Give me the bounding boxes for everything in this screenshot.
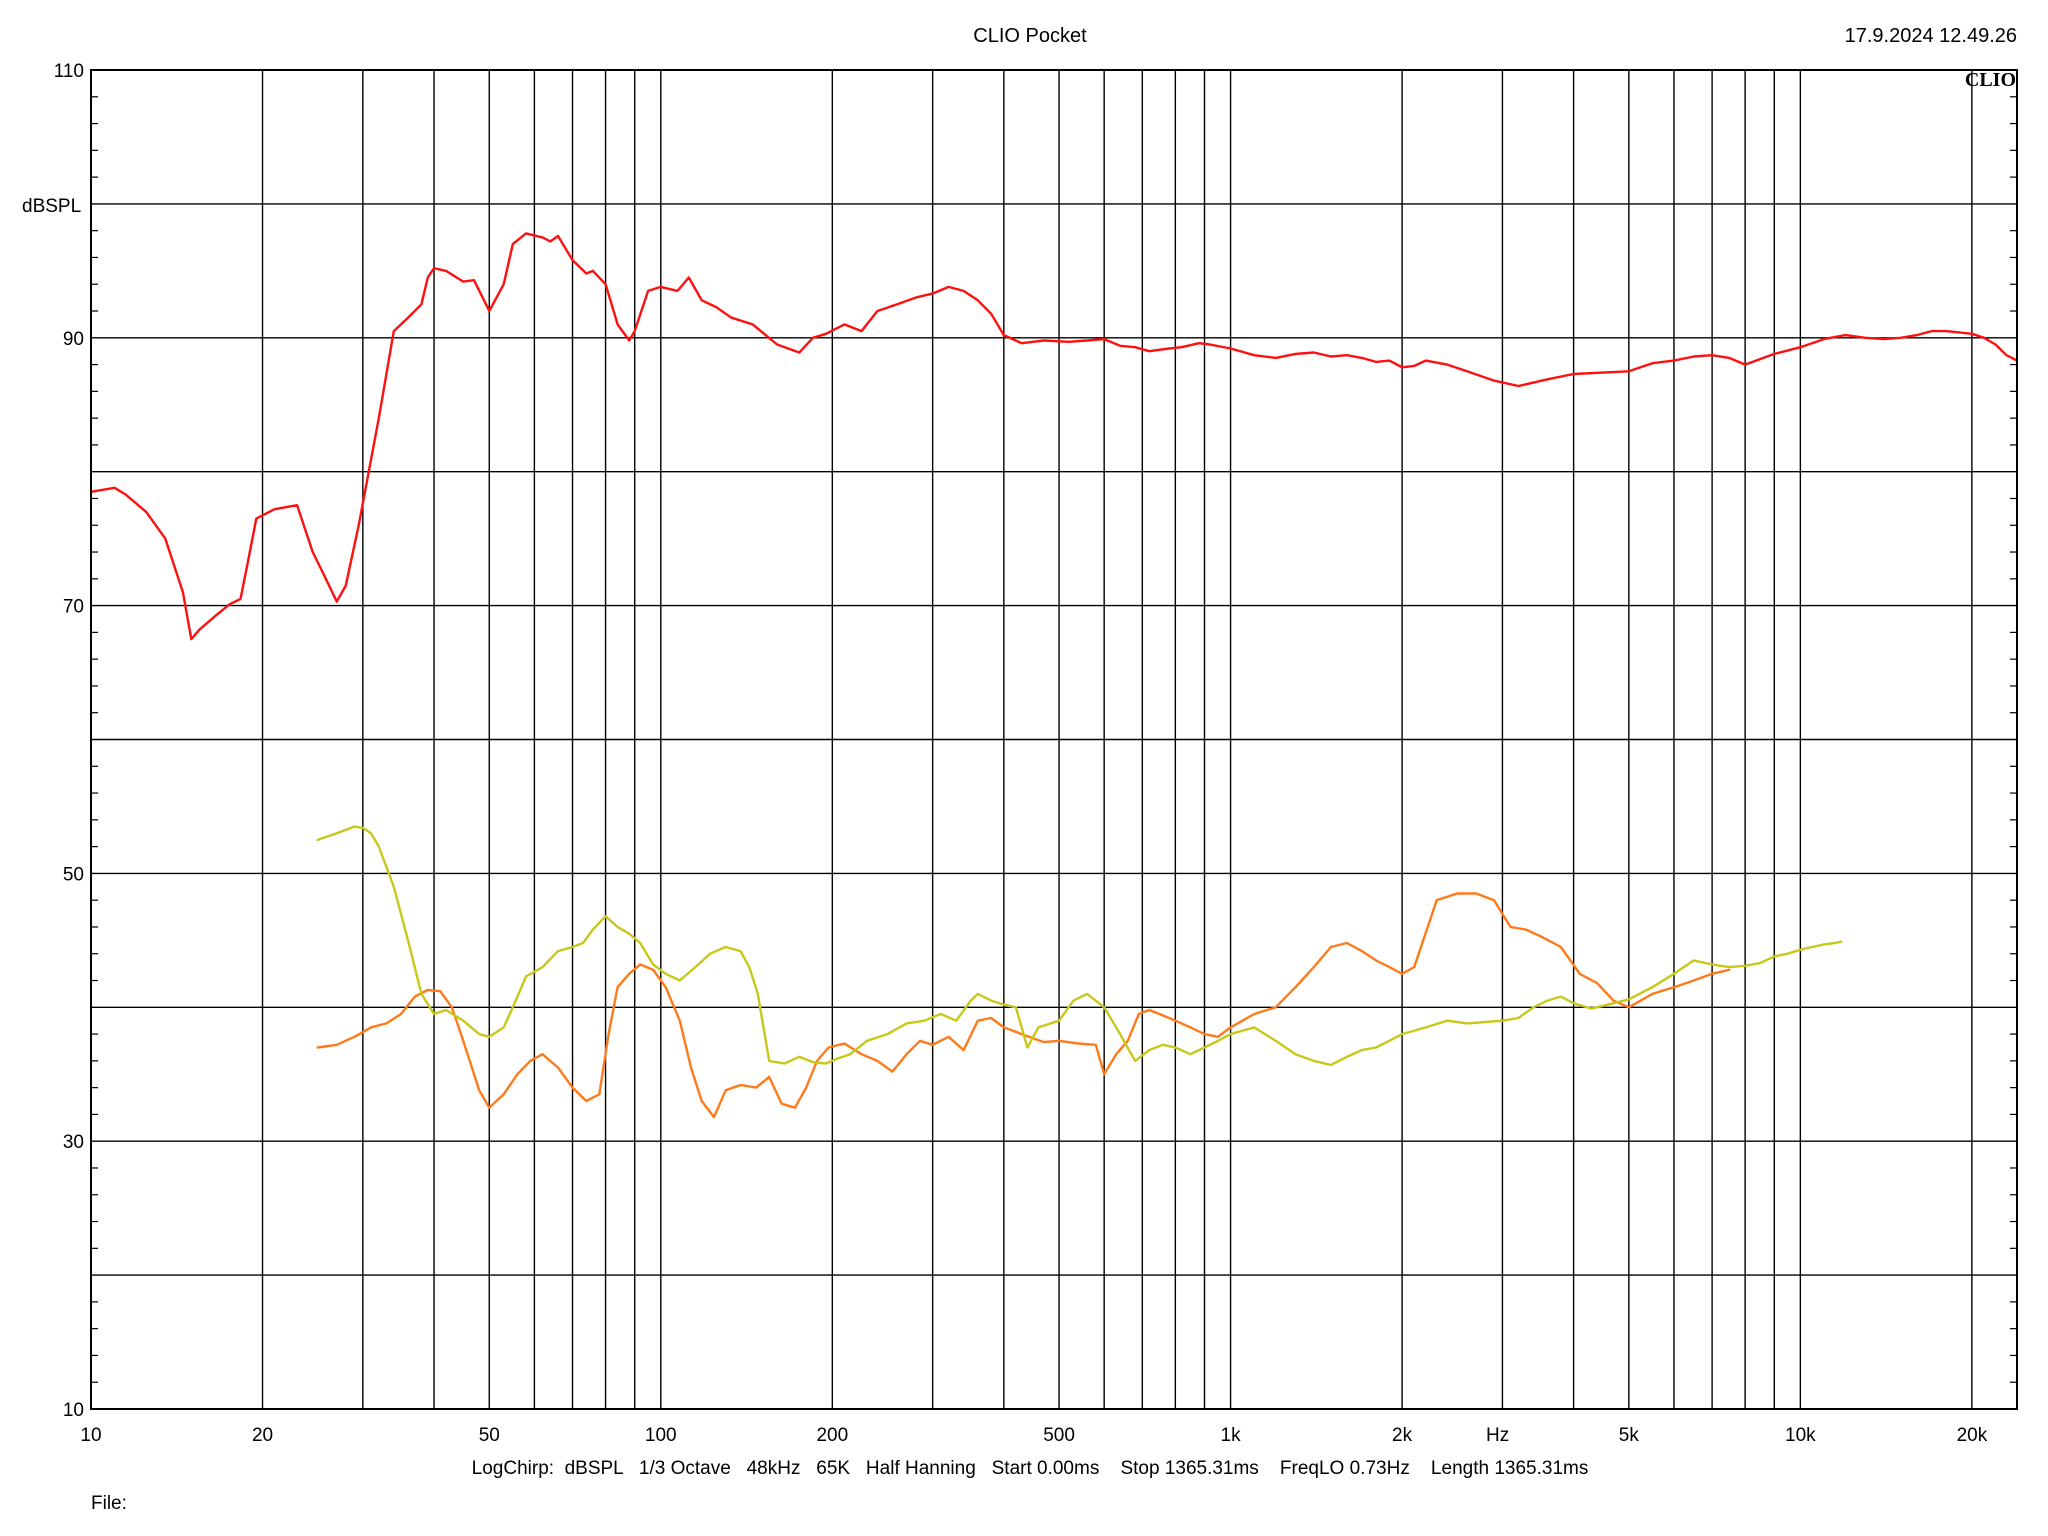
y-tick-label: 110 xyxy=(54,61,84,82)
x-tick-label: 20k xyxy=(1957,1425,1988,1446)
x-tick-label: 500 xyxy=(1043,1425,1075,1446)
x-axis-unit-label: Hz xyxy=(1486,1425,1509,1446)
series-line-2 xyxy=(316,892,1731,1119)
x-tick-label: 20 xyxy=(252,1425,273,1446)
y-tick-label: 50 xyxy=(63,864,84,885)
x-tick-label: 5k xyxy=(1619,1425,1640,1446)
series-line-3 xyxy=(316,825,1843,1067)
series-line-1 xyxy=(89,232,2019,641)
series-lines xyxy=(89,232,2019,1119)
timestamp: 17.9.2024 12.49.26 xyxy=(1845,25,2017,47)
plot-frame xyxy=(90,69,2018,1410)
x-tick-label: 50 xyxy=(479,1425,500,1446)
file-label: File: xyxy=(91,1493,127,1514)
y-tick-label: 70 xyxy=(63,597,84,618)
measurement-info: LogChirp: dBSPL 1/3 Octave 48kHz 65K Hal… xyxy=(472,1458,1589,1479)
y-tick-labels: 110 90 70 50 30 10 xyxy=(54,61,84,1421)
x-tick-label: 2k xyxy=(1392,1425,1413,1446)
chart-title: CLIO Pocket xyxy=(973,25,1087,47)
grid-lines xyxy=(91,70,2017,1409)
y-tick-label: 10 xyxy=(63,1400,84,1421)
x-tick-label: 10k xyxy=(1785,1425,1816,1446)
y-tick-label: 30 xyxy=(63,1132,84,1153)
y-tick-label: 90 xyxy=(63,329,84,350)
y-axis-label: dBSPL xyxy=(22,196,81,217)
x-tick-label: 200 xyxy=(816,1425,848,1446)
clio-logo: CLIO xyxy=(1965,69,2016,91)
x-tick-label: 1k xyxy=(1221,1425,1242,1446)
x-tick-label: 10 xyxy=(80,1425,101,1446)
x-tick-labels: 10 20 50 100 200 500 1k 2k 5k 10k 20k xyxy=(80,1425,1987,1446)
x-tick-label: 100 xyxy=(645,1425,677,1446)
